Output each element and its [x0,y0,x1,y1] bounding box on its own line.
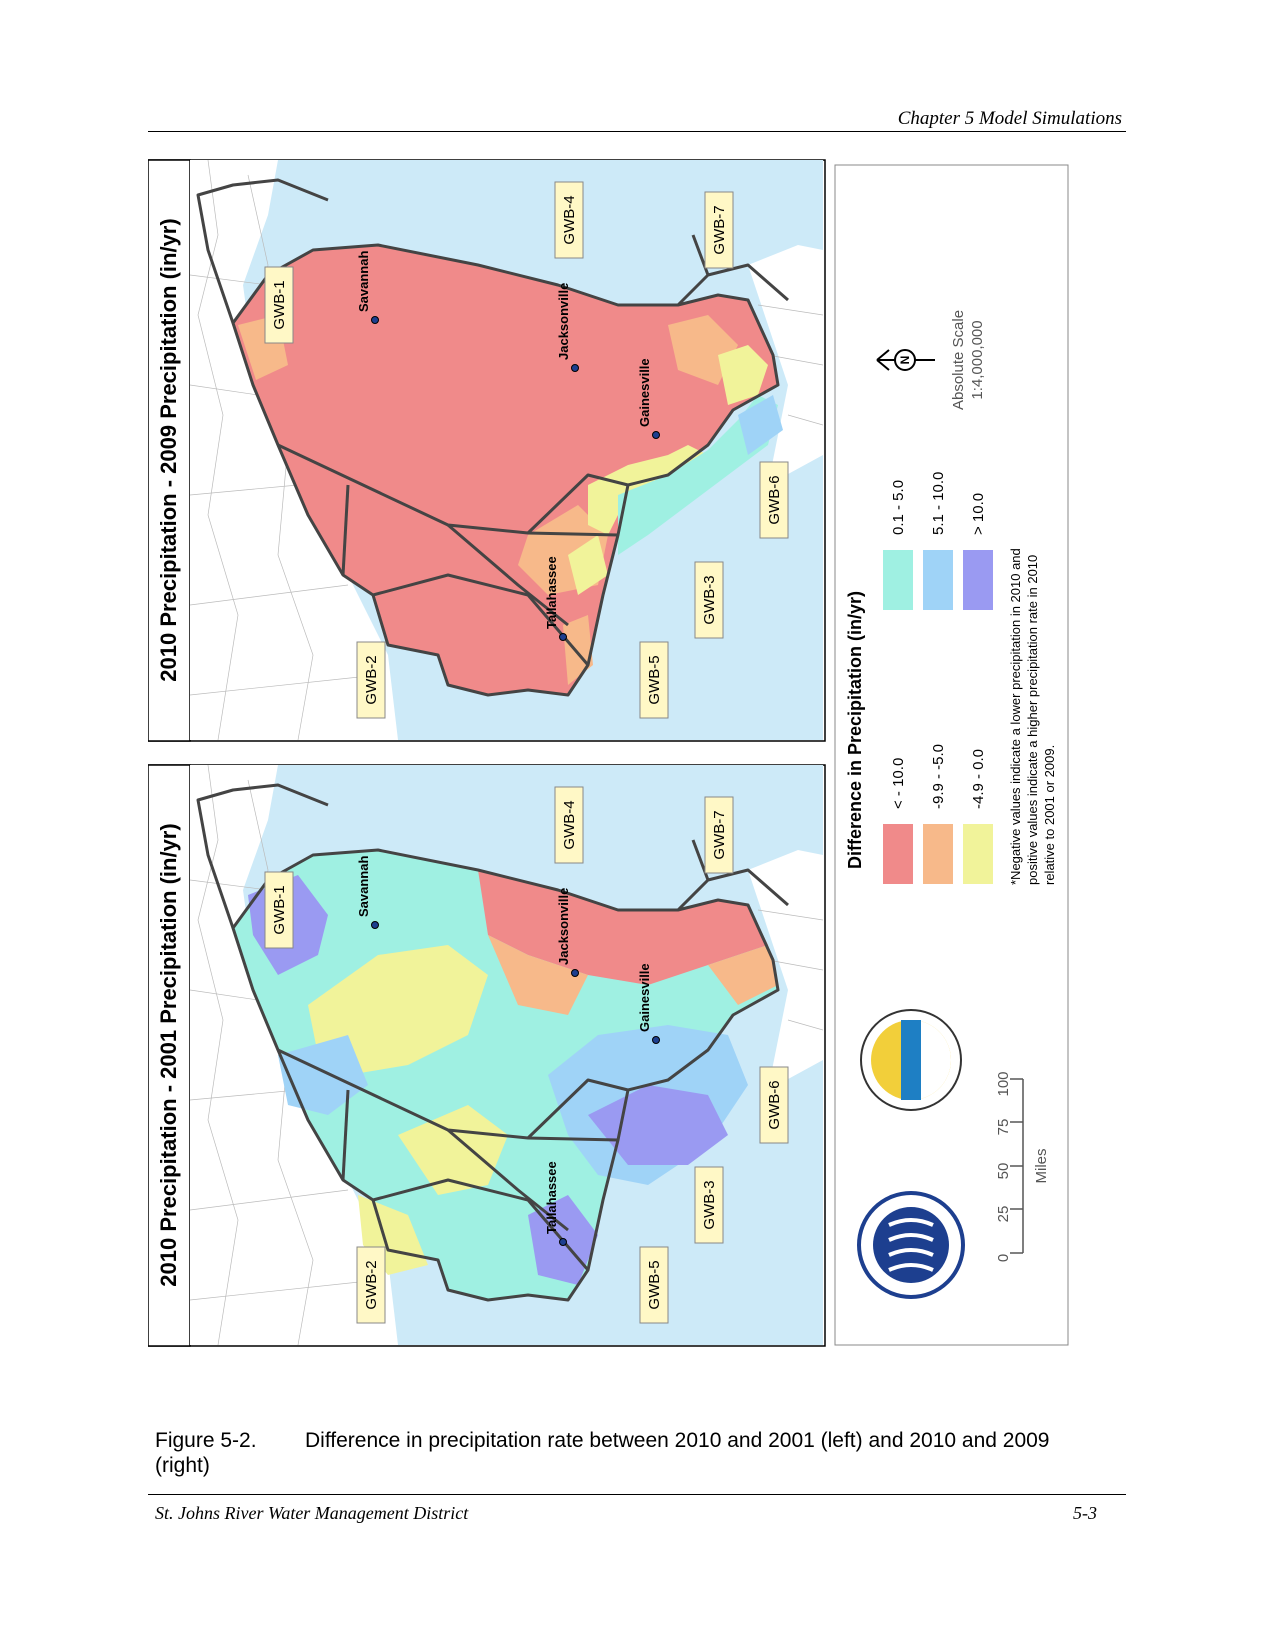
gwb-label: GWB-6 [766,1080,783,1129]
city-label: Tallahassee [544,1161,559,1234]
legend-note-line2: positive values indicate a higher precip… [1025,555,1040,885]
gwb-label-box [704,796,734,874]
gwb-label: GWB-3 [701,575,718,624]
gwb-label-box [759,461,789,539]
gwb-label-box [554,181,584,259]
scale-unit: Miles [1033,1148,1050,1183]
legend-panel [834,164,1069,1346]
footer-page-number: 5-3 [1073,1503,1097,1523]
gwb-label: GWB-5 [646,655,663,704]
legend-swatch [963,824,993,884]
gwb-label: GWB-7 [711,810,728,859]
legend-swatch [923,824,953,884]
gwb-label-box [759,1066,789,1144]
city-label: Jacksonville [556,888,571,965]
legend-swatch [963,550,993,610]
city-marker [559,1238,567,1246]
city-label: Jacksonville [556,283,571,360]
legend-label: -9.9 - -5.0 [930,744,947,809]
north-letter: N [898,356,912,365]
chapter-title: Chapter 5 Model Simulations [897,108,1122,129]
figure-caption-text: Difference in precipitation rate between… [305,1429,1050,1452]
srwmd-logo [860,1009,962,1111]
gwb-label: GWB-5 [646,1260,663,1309]
footer-rule [148,1494,1126,1495]
city-marker [571,969,579,977]
gwb-label-box [554,786,584,864]
sjrwmd-logo [857,1191,965,1299]
legend-label: 0.1 - 5.0 [890,480,907,535]
figure-caption-text2: (right) [155,1454,210,1477]
north-arrow-icon: N [876,349,935,371]
city-marker [652,1036,660,1044]
gwb-label: GWB-6 [766,475,783,524]
city-label: Savannah [356,856,371,917]
city-label: Tallahassee [544,556,559,629]
gwb-label-box [694,1166,724,1244]
city-label: Savannah [356,251,371,312]
absolute-scale-ratio: 1:4,000,000 [969,320,986,399]
gwb-label: GWB-1 [271,885,288,934]
legend-label: > 10.0 [970,493,987,535]
map-left-labels: GWB-1 GWB-2 GWB-3 GWB-4 GWB-5 GWB-6 GWB-7 Savan… [264,786,789,1324]
legend-label: < - 10.0 [890,758,907,809]
legend-label: -4.9 - 0.0 [970,749,987,809]
city-marker [371,921,379,929]
city-marker [371,316,379,324]
gwb-label: GWB-3 [701,1180,718,1229]
legend-title: Difference in Precipitation (in/yr) [845,591,865,869]
gwb-label-box [704,191,734,269]
gwb-label-box [694,561,724,639]
legend-note-line1: *Negative values indicate a lower precip… [1008,548,1023,885]
scale-tick-label: 100 [995,1071,1012,1096]
map-title-right: 2010 Precipitation - 2009 Precipitation … [156,218,181,681]
scale-bar: 0 25 50 75 100 Miles [995,1071,1050,1262]
city-label: Gainesville [637,963,652,1032]
figure-caption: Figure 5-2. Difference in precipitation r… [155,1428,1125,1478]
gwb-label: GWB-4 [561,195,578,244]
legend-label: 5.1 - 10.0 [930,472,947,535]
gwb-label-box [356,1246,386,1324]
gwb-label: GWB-4 [561,800,578,849]
scale-tick-label: 0 [995,1254,1012,1262]
gwb-label: GWB-2 [363,1260,380,1309]
gwb-label-box [356,641,386,719]
legend-swatch [923,550,953,610]
gwb-label: GWB-1 [271,280,288,329]
gwb-label: GWB-2 [363,655,380,704]
figure-number: Figure 5-2. [155,1429,257,1452]
legend-swatch [883,550,913,610]
city-marker [559,633,567,641]
gwb-label-box [264,871,294,949]
scale-tick-label: 50 [995,1163,1012,1180]
legend-classes: < - 10.0 -9.9 - -5.0 -4.9 - 0.0 0.1 - 5.0 5.… [883,472,993,884]
gwb-label: GWB-7 [711,205,728,254]
absolute-scale-label: Absolute Scale [950,310,967,410]
legend-swatch [883,824,913,884]
footer-organization: St. Johns River Water Management Distric… [155,1503,469,1523]
map-title-left: 2010 Precipitation - 2001 Precipitation … [156,823,181,1286]
map-right-labels: GWB-1 GWB-2 GWB-3 GWB-4 GWB-5 GWB-6 GWB-7 Savan… [264,181,789,719]
gwb-label-box [639,1246,669,1324]
legend-note-line3: relative to 2001 or 2009. [1042,745,1057,885]
gwb-label-box [639,641,669,719]
scale-tick-label: 75 [995,1119,1012,1136]
scale-tick-label: 25 [995,1206,1012,1223]
city-marker [652,431,660,439]
city-marker [571,364,579,372]
gwb-label-box [264,266,294,344]
figure: 2010 Precipitation - 2009 Precipitation … [148,155,1125,1421]
city-label: Gainesville [637,358,652,427]
header-rule [148,131,1126,132]
